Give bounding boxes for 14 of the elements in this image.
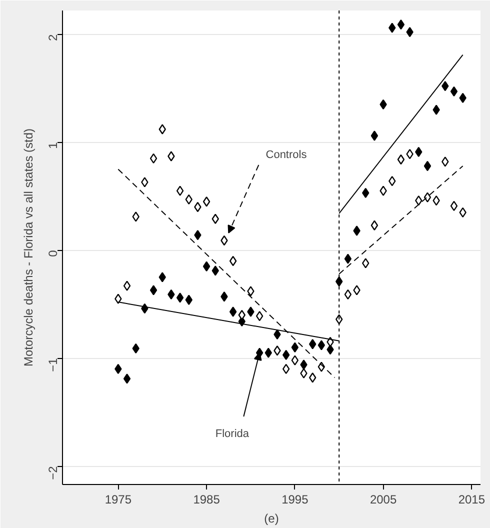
- x-tick-label: 1985: [193, 492, 220, 506]
- x-tick-label: 1975: [104, 492, 132, 506]
- x-tick-label: 2015: [458, 492, 486, 506]
- y-tick-label: 1: [46, 142, 60, 149]
- y-tick-label: 0: [46, 250, 60, 257]
- x-axis-title: (e): [264, 512, 279, 526]
- y-tick-label: −1: [46, 358, 60, 372]
- x-tick-label: 2005: [370, 492, 397, 506]
- annotation: Controls: [266, 149, 308, 162]
- y-tick-label: 2: [46, 34, 60, 41]
- annotation: Florida: [215, 428, 250, 440]
- x-tick-label: 1995: [282, 492, 309, 506]
- y-tick-label: −2: [46, 466, 60, 480]
- y-axis-title: Motorcycle deaths - Florida vs all states (std): [22, 128, 36, 367]
